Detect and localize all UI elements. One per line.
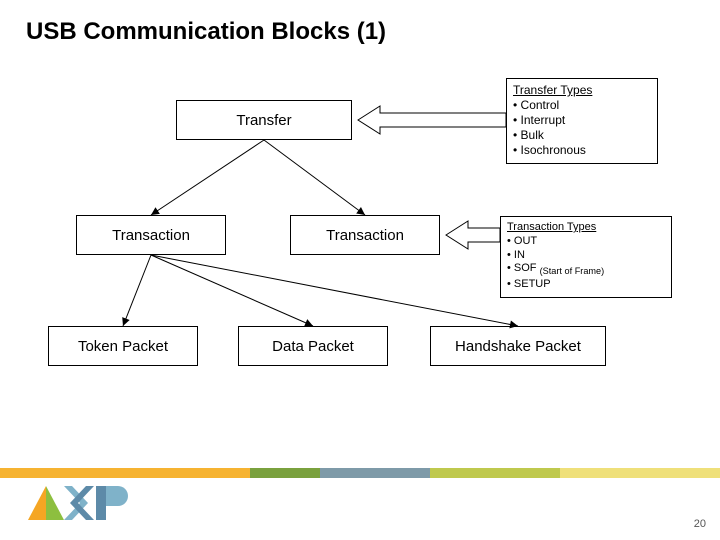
node-transfer: Transfer xyxy=(176,100,352,140)
node-handshake-packet: Handshake Packet xyxy=(430,326,606,366)
node-transaction-2-label: Transaction xyxy=(326,227,404,244)
node-transaction-2: Transaction xyxy=(290,215,440,255)
node-transaction-1: Transaction xyxy=(76,215,226,255)
page-number: 20 xyxy=(694,518,706,530)
node-token-packet-label: Token Packet xyxy=(78,338,168,355)
node-handshake-packet-label: Handshake Packet xyxy=(455,338,581,355)
page-title: USB Communication Blocks (1) xyxy=(26,18,386,46)
callout-transfer-types: Transfer Types• Control• Interrupt• Bulk… xyxy=(506,78,658,164)
node-transfer-label: Transfer xyxy=(236,112,291,129)
node-transaction-1-label: Transaction xyxy=(112,227,190,244)
callout-transaction-types: Transaction Types• OUT• IN• SOF (Start o… xyxy=(500,216,672,298)
node-data-packet-label: Data Packet xyxy=(272,338,354,355)
node-token-packet: Token Packet xyxy=(48,326,198,366)
node-data-packet: Data Packet xyxy=(238,326,388,366)
